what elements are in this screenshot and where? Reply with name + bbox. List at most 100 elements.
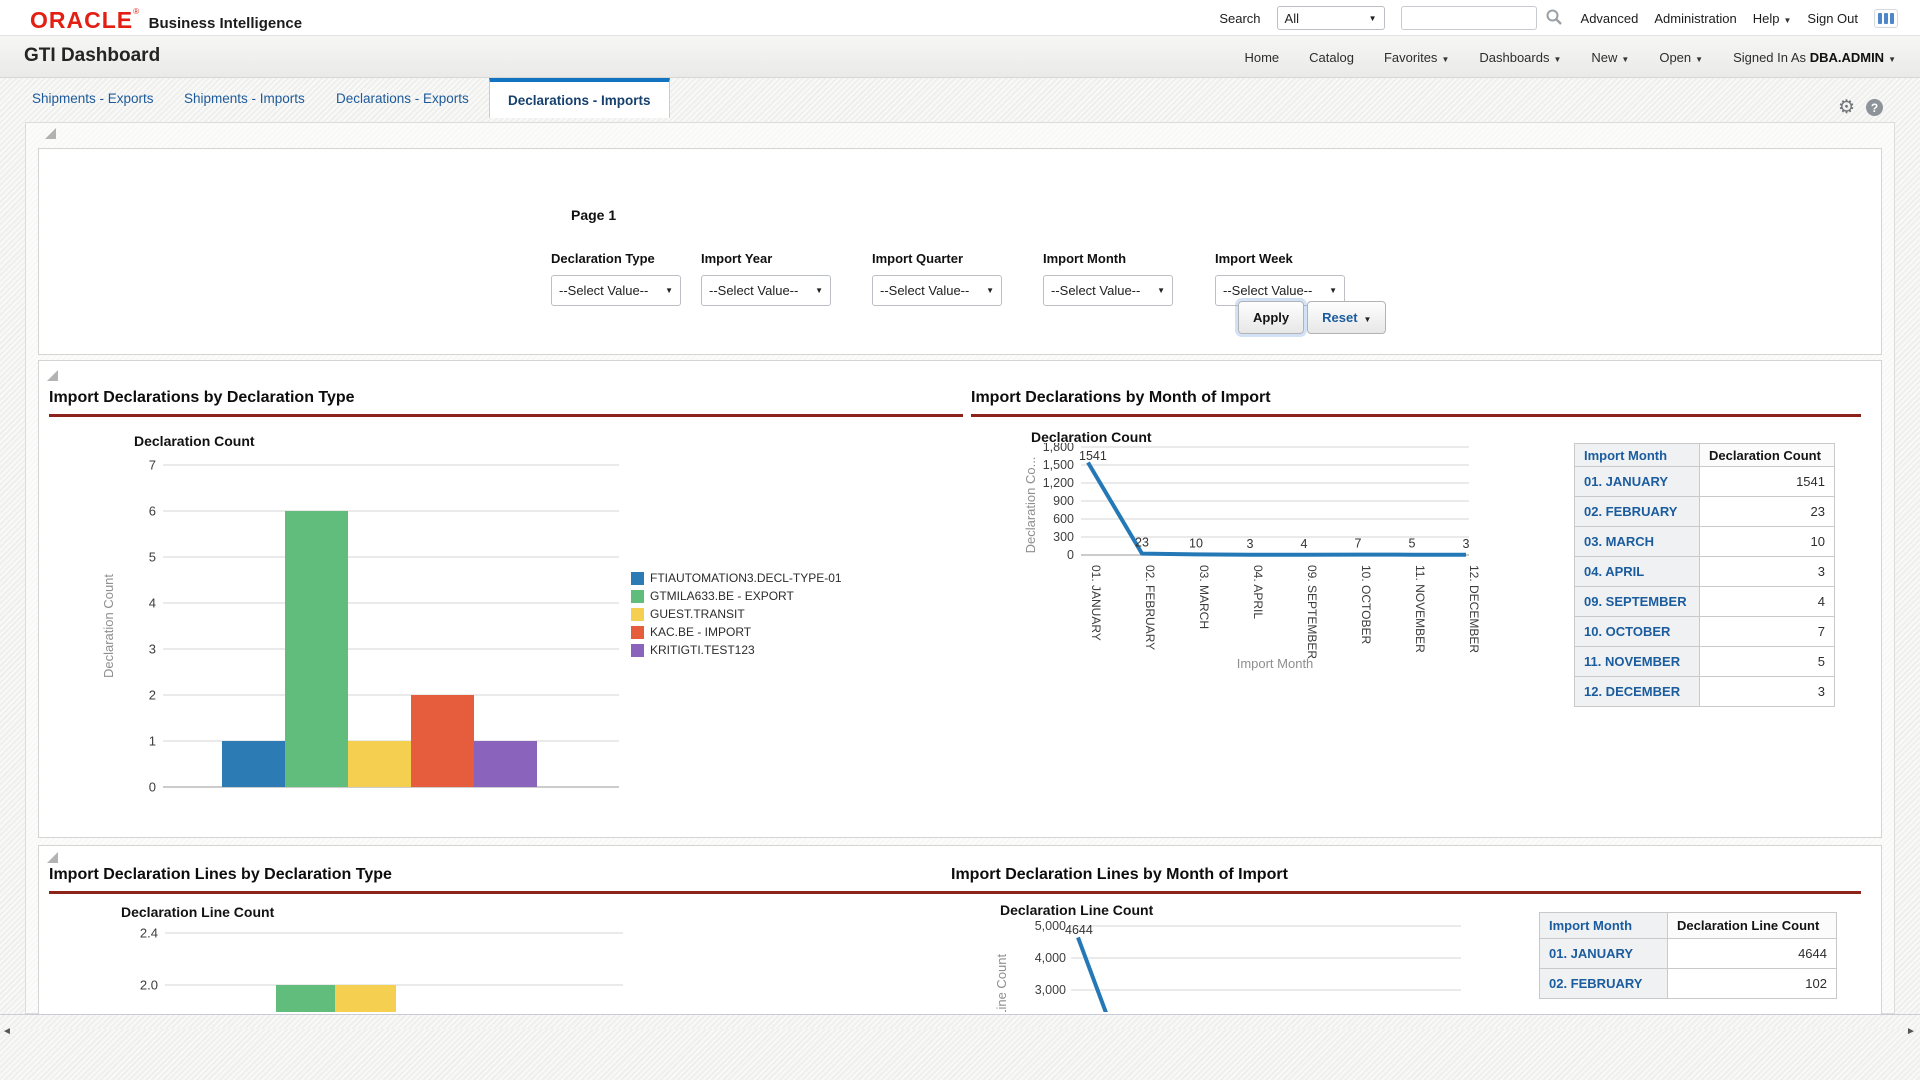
table-row: 04. APRIL 3 (1574, 556, 1835, 587)
month-link[interactable]: 02. FEBRUARY (1539, 968, 1668, 999)
svg-text:900: 900 (1053, 494, 1074, 508)
svg-text:5: 5 (1409, 537, 1416, 551)
nav-item-dashboards[interactable]: Dashboards ▼ (1479, 49, 1562, 65)
chevron-down-icon: ▼ (1441, 54, 1450, 64)
legend-swatch (631, 607, 644, 621)
help-menu[interactable]: Help ▼ (1752, 10, 1792, 26)
svg-text:7: 7 (1355, 537, 1362, 551)
collapse-section-icon[interactable] (47, 370, 58, 381)
month-link[interactable]: 10. OCTOBER (1574, 616, 1700, 647)
oracle-logo: ORACLE (30, 7, 134, 33)
chevron-down-icon: ▼ (815, 286, 823, 295)
svg-text:3: 3 (149, 642, 156, 657)
svg-text:5,000: 5,000 (1035, 919, 1066, 933)
signed-in-as[interactable]: Signed In As DBA.ADMIN ▼ (1733, 49, 1896, 65)
product-name: Business Intelligence (148, 15, 303, 32)
svg-text:6: 6 (149, 504, 156, 519)
scroll-right-icon[interactable]: ► (1906, 1026, 1916, 1037)
reset-button[interactable]: Reset ▼ (1307, 301, 1387, 334)
filter-label: Import Month (1043, 251, 1127, 266)
table-row: 11. NOVEMBER 5 (1574, 646, 1835, 677)
chart-legend: FTIAUTOMATION3.DECL-TYPE-01 GTMILA633.BE … (631, 571, 842, 657)
filter-select-import-quarter[interactable]: --Select Value-- ▼ (872, 275, 1002, 306)
month-link[interactable]: 12. DECEMBER (1574, 676, 1700, 707)
collapse-section-icon[interactable] (45, 128, 56, 139)
month-link[interactable]: 09. SEPTEMBER (1574, 586, 1700, 617)
bar-5[interactable] (474, 741, 537, 787)
administration-link[interactable]: Administration (1654, 10, 1737, 26)
svg-text:2: 2 (149, 688, 156, 703)
filter-select-import-week[interactable]: --Select Value-- ▼ (1215, 275, 1345, 306)
apps-grid-icon[interactable] (1874, 8, 1898, 28)
bar-2[interactable] (285, 511, 348, 787)
bar-chart-declaration-lines: 2.4 2.0 (99, 918, 659, 1014)
svg-text:Import Month: Import Month (1237, 656, 1314, 671)
svg-text:3: 3 (1463, 537, 1470, 551)
filter-select-declaration-type[interactable]: --Select Value-- ▼ (551, 275, 681, 306)
sign-out-link[interactable]: Sign Out (1807, 10, 1858, 26)
month-link[interactable]: 01. JANUARY (1574, 466, 1700, 497)
nav-item-home[interactable]: Home (1244, 49, 1280, 65)
scroll-left-icon[interactable]: ◄ (2, 1026, 12, 1037)
month-link[interactable]: 03. MARCH (1574, 526, 1700, 557)
svg-text:4: 4 (1301, 537, 1308, 551)
month-link[interactable]: 02. FEBRUARY (1574, 496, 1700, 527)
dashboard-tabs: Shipments - Exports Shipments - Imports De… (0, 78, 1920, 118)
page-title: GTI Dashboard (24, 45, 161, 66)
table-row: 02. FEBRUARY 23 (1574, 496, 1835, 527)
scroll-track (0, 1015, 1920, 1029)
section-title: Import Declaration Lines by Month of Imp… (951, 866, 1288, 883)
search-input[interactable] (1400, 6, 1537, 30)
gear-icon[interactable]: ⚙ (1838, 97, 1856, 118)
month-link[interactable]: 11. NOVEMBER (1574, 646, 1700, 677)
nav-item-favorites[interactable]: Favorites ▼ (1383, 49, 1450, 65)
tab-declarations-imports[interactable]: Declarations - Imports (489, 78, 670, 118)
legend-swatch (631, 571, 644, 585)
tab-shipments-exports[interactable]: Shipments - Exports (32, 90, 154, 106)
bar-4[interactable] (411, 695, 474, 787)
nav-item-new[interactable]: New ▼ (1591, 49, 1630, 65)
bar-3[interactable] (348, 741, 411, 787)
advanced-link[interactable]: Advanced (1580, 10, 1639, 26)
svg-text:1: 1 (149, 734, 156, 749)
table-row: 02. FEBRUARY 102 (1539, 968, 1837, 999)
filter-label: Import Year (701, 251, 773, 266)
filter-select-import-year[interactable]: --Select Value-- ▼ (701, 275, 831, 306)
legend-item: GTMILA633.BE - EXPORT (631, 589, 842, 603)
chevron-down-icon: ▼ (1368, 13, 1377, 23)
divider (0, 1014, 1920, 1015)
apply-button[interactable]: Apply (1238, 301, 1305, 334)
count-value: 3 (1699, 556, 1835, 587)
month-link[interactable]: 01. JANUARY (1539, 938, 1668, 969)
month-link[interactable]: 04. APRIL (1574, 556, 1700, 587)
bar-1[interactable] (276, 985, 335, 1012)
collapse-section-icon[interactable] (47, 852, 58, 863)
tab-shipments-imports[interactable]: Shipments - Imports (184, 90, 305, 106)
bar-2[interactable] (335, 985, 396, 1012)
nav-item-open[interactable]: Open ▼ (1659, 49, 1704, 65)
column-header[interactable]: Import Month (1539, 912, 1668, 939)
column-header[interactable]: Declaration Line Count (1667, 912, 1837, 939)
line-series[interactable] (1086, 461, 1467, 557)
column-header[interactable]: Import Month (1574, 443, 1700, 467)
oracle-brand: ORACLE® Business Intelligence (30, 7, 302, 34)
column-header[interactable]: Declaration Count (1699, 443, 1835, 467)
section-title: Import Declarations by Month of Import (971, 389, 1271, 406)
filter-field: Import Year --Select Value-- ▼ (701, 251, 831, 306)
global-nav: GTI Dashboard Home Catalog Favorites ▼ Dashb… (0, 36, 1920, 78)
legend-item: GUEST.TRANSIT (631, 607, 842, 621)
bar-1[interactable] (222, 741, 285, 787)
chevron-down-icon: ▼ (1363, 315, 1372, 324)
filter-select-import-month[interactable]: --Select Value-- ▼ (1043, 275, 1173, 306)
line-series[interactable] (1076, 936, 1132, 1014)
search-scope-select[interactable]: All ▼ (1276, 6, 1385, 30)
svg-text:1,500: 1,500 (1043, 458, 1074, 472)
help-icon[interactable]: ? (1866, 99, 1883, 116)
nav-item-catalog[interactable]: Catalog (1309, 49, 1354, 65)
search-icon[interactable] (1545, 8, 1565, 28)
title-rule (971, 414, 1861, 417)
chevron-down-icon: ▼ (1783, 15, 1792, 25)
tab-declarations-exports[interactable]: Declarations - Exports (336, 90, 469, 106)
prompt-page-label: Page 1 (571, 207, 617, 223)
line-chart-svg: 1,800 1,500 1,200 900 600 300 0 1541 01. JANUARY… (1023, 440, 1481, 671)
